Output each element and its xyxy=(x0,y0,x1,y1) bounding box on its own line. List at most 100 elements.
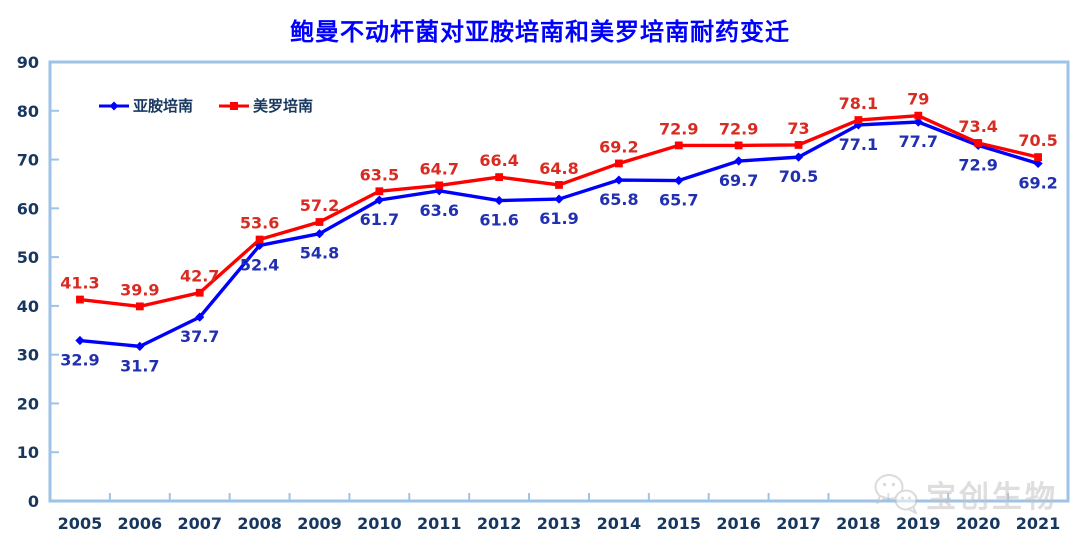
imipenem-data-point-marker xyxy=(734,156,744,166)
imipenem-data-point-marker xyxy=(554,194,564,204)
meropenem-data-point-marker xyxy=(495,173,504,182)
meropenem-line-marker-icon xyxy=(219,101,250,110)
x-axis-label: 2016 xyxy=(716,514,761,533)
imipenem-data-point-label: 31.7 xyxy=(120,356,159,375)
meropenem-data-point-marker xyxy=(315,218,324,226)
imipenem-data-point-marker xyxy=(135,341,145,351)
imipenem-data-point-label: 61.6 xyxy=(479,211,518,230)
meropenem-data-point-label: 79 xyxy=(907,90,929,109)
meropenem-data-point-marker xyxy=(734,141,743,150)
imipenem-data-point-marker xyxy=(614,175,624,185)
imipenem-data-point-label: 65.7 xyxy=(659,191,698,210)
x-axis-label: 2011 xyxy=(417,514,462,533)
y-axis-tick-label: 20 xyxy=(17,394,39,413)
y-axis-tick-label: 0 xyxy=(28,492,39,511)
y-axis-tick-label: 40 xyxy=(17,297,39,316)
imipenem-data-point-label: 52.4 xyxy=(240,255,279,274)
x-axis-label: 2015 xyxy=(656,514,701,533)
y-axis-tick-label: 50 xyxy=(17,248,39,267)
x-axis-label: 2010 xyxy=(357,514,402,533)
legend-item-meropenem: 美罗培南 xyxy=(219,95,313,116)
meropenem-data-point-label: 66.4 xyxy=(479,151,518,170)
y-axis-tick-label: 30 xyxy=(17,346,39,365)
x-axis-label: 2008 xyxy=(237,514,282,533)
x-axis-label: 2012 xyxy=(477,514,522,533)
meropenem-data-point-marker xyxy=(135,302,144,311)
meropenem-data-point-marker xyxy=(76,295,84,304)
meropenem-data-point-marker xyxy=(555,181,563,189)
meropenem-data-point-label: 69.2 xyxy=(599,137,638,156)
imipenem-data-point-marker xyxy=(75,335,85,346)
y-axis-tick-label: 70 xyxy=(17,151,39,170)
imipenem-line-marker-icon xyxy=(99,101,129,110)
imipenem-data-point-label: 54.8 xyxy=(300,244,339,263)
x-axis-label: 2021 xyxy=(1016,514,1061,533)
meropenem-data-point-label: 72.9 xyxy=(659,119,698,138)
imipenem-data-point-label: 69.7 xyxy=(719,171,758,190)
meropenem-data-point-label: 70.5 xyxy=(1018,131,1057,150)
meropenem-data-point-marker xyxy=(1034,153,1042,162)
imipenem-data-point-label: 77.1 xyxy=(839,135,878,154)
meropenem-data-point-label: 57.2 xyxy=(300,196,339,215)
meropenem-data-point-marker xyxy=(854,116,863,124)
imipenem-data-point-marker xyxy=(494,195,504,206)
imipenem-data-point-marker xyxy=(374,195,384,205)
x-axis-label: 2014 xyxy=(597,514,642,533)
imipenem-data-point-marker xyxy=(195,312,205,322)
x-axis-label: 2013 xyxy=(537,514,582,533)
imipenem-data-point-marker xyxy=(793,152,804,162)
imipenem-data-point-label: 63.6 xyxy=(419,201,458,220)
meropenem-data-point-marker xyxy=(435,181,444,190)
meropenem-data-point-label: 64.7 xyxy=(419,159,458,178)
meropenem-data-point-marker xyxy=(195,288,204,297)
imipenem-data-point-label: 77.7 xyxy=(899,132,938,151)
meropenem-data-point-label: 73 xyxy=(787,119,809,138)
meropenem-data-point-marker xyxy=(375,187,384,196)
meropenem-data-point-label: 72.9 xyxy=(719,119,758,138)
legend-item-imipenem: 亚胺培南 xyxy=(99,95,193,116)
legend: 亚胺培南 美罗培南 xyxy=(99,95,313,116)
imipenem-data-point-marker xyxy=(314,229,325,239)
y-axis-tick-label: 10 xyxy=(17,443,39,462)
imipenem-data-point-label: 61.7 xyxy=(360,210,399,229)
meropenem-data-point-label: 63.5 xyxy=(360,165,399,184)
meropenem-data-point-label: 53.6 xyxy=(240,214,279,233)
y-axis-tick-label: 60 xyxy=(17,199,39,218)
imipenem-data-point-label: 37.7 xyxy=(180,327,219,346)
meropenem-data-point-label: 73.4 xyxy=(958,117,997,136)
imipenem-data-point-label: 69.2 xyxy=(1018,173,1057,192)
meropenem-data-point-label: 42.7 xyxy=(180,267,219,286)
meropenem-data-point-marker xyxy=(614,159,623,168)
x-axis-label: 2018 xyxy=(836,514,881,533)
x-axis-label: 2017 xyxy=(776,514,821,533)
imipenem-data-point-label: 32.9 xyxy=(60,351,99,370)
chart-title: 鲍曼不动杆菌对亚胺培南和美罗培南耐药变迁 xyxy=(290,18,790,46)
meropenem-data-point-label: 41.3 xyxy=(60,274,99,293)
plot-border xyxy=(48,60,1070,503)
imipenem-data-point-marker xyxy=(1033,158,1043,169)
x-axis-label: 2019 xyxy=(896,514,941,533)
imipenem-data-point-label: 61.9 xyxy=(539,209,578,228)
x-axis-label: 2006 xyxy=(118,514,163,533)
x-axis-label: 2009 xyxy=(297,514,342,533)
meropenem-data-point-marker xyxy=(974,139,983,147)
meropenem-data-point-marker xyxy=(794,141,803,149)
legend-label-imipenem: 亚胺培南 xyxy=(133,97,194,115)
imipenem-data-point-marker xyxy=(674,175,684,186)
imipenem-data-point-label: 70.5 xyxy=(779,167,818,186)
x-axis-label: 2020 xyxy=(956,514,1001,533)
imipenem-data-point-label: 65.8 xyxy=(599,190,638,209)
imipenem-data-point-marker xyxy=(913,117,923,127)
y-axis-tick-label: 90 xyxy=(17,53,39,72)
x-axis-label: 2005 xyxy=(58,514,103,533)
meropenem-data-point-label: 64.8 xyxy=(539,159,578,178)
y-axis-tick-label: 80 xyxy=(17,102,39,121)
meropenem-data-point-label: 39.9 xyxy=(120,280,159,299)
meropenem-data-point-marker xyxy=(914,111,923,120)
meropenem-data-point-label: 78.1 xyxy=(839,94,878,113)
imipenem-data-point-label: 72.9 xyxy=(958,155,997,174)
legend-label-meropenem: 美罗培南 xyxy=(253,97,314,115)
imipenem-line xyxy=(79,120,1039,349)
